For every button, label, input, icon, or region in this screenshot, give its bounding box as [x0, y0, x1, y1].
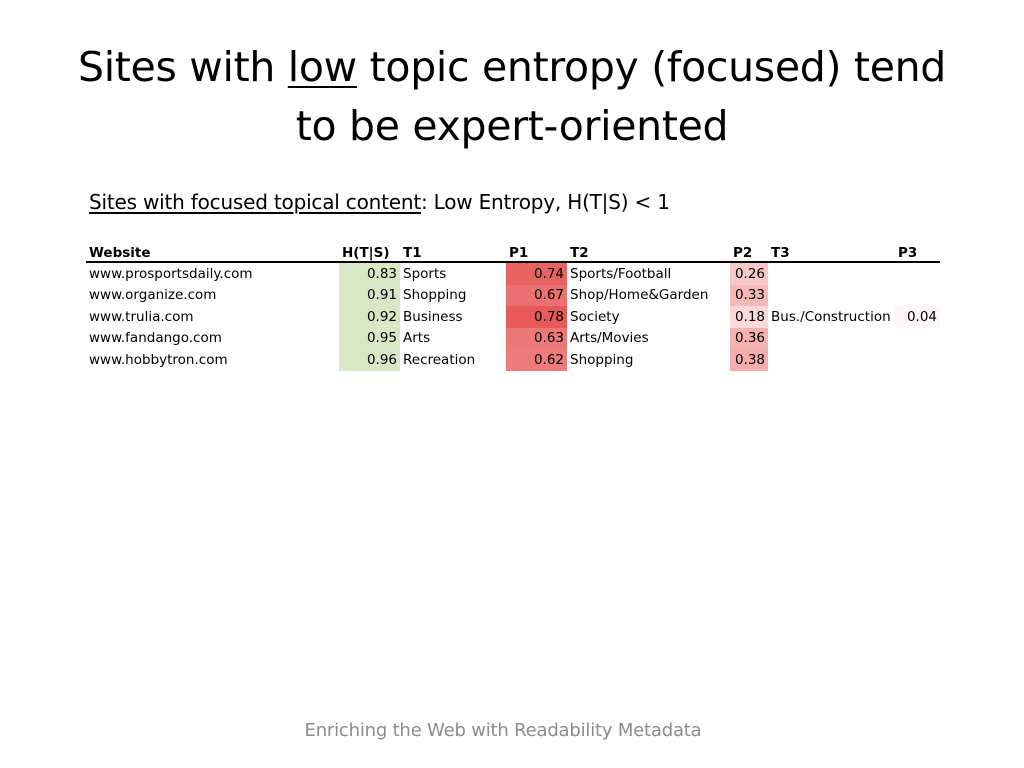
cell-topic-2: Shopping — [570, 351, 634, 368]
cell-topic-1: Recreation — [403, 351, 476, 368]
cell-topic-3: Bus./Construction — [771, 308, 891, 325]
table-header-row: Website H(T|S) T1 P1 T2 P2 T3 P3 — [86, 241, 940, 263]
header-p2: P2 — [730, 241, 768, 263]
cell-prob-3 — [895, 349, 940, 371]
cell-prob-2: 0.38 — [730, 349, 768, 371]
cell-website: www.organize.com — [89, 287, 217, 304]
caption-underlined: Sites with focused topical content — [89, 190, 421, 214]
title-underlined-word: low — [287, 43, 357, 91]
cell-prob-3 — [895, 285, 940, 307]
table-row: www.fandango.com 0.95 Arts 0.63 Arts/Movies 0… — [86, 327, 940, 350]
title-line-2: to be expert-oriented — [295, 102, 729, 150]
slide-footer: Enriching the Web with Readability Metad… — [304, 720, 702, 741]
header-t3: T3 — [768, 241, 895, 263]
cell-prob-2: 0.18 — [730, 306, 768, 328]
title-part-before: Sites with — [77, 43, 288, 91]
cell-topic-2: Society — [570, 308, 620, 325]
cell-topic-1: Sports — [403, 265, 447, 282]
cell-topic-1: Arts — [403, 330, 431, 347]
slide-title: Sites with low topic entropy (focused) t… — [40, 38, 984, 156]
cell-entropy: 0.83 — [339, 262, 400, 285]
cell-prob-3 — [895, 262, 940, 285]
cell-prob-3: 0.04 — [895, 306, 940, 328]
table-row: www.trulia.com 0.92 Business 0.78 Society 0.1… — [86, 306, 940, 328]
table-body: www.prosportsdaily.com 0.83 Sports 0.74 Spor… — [86, 262, 940, 371]
cell-prob-1: 0.78 — [506, 306, 567, 328]
cell-topic-3 — [768, 349, 895, 371]
cell-topic-1: Shopping — [403, 287, 467, 304]
cell-entropy: 0.96 — [339, 349, 400, 371]
cell-topic-3 — [768, 285, 895, 307]
cell-prob-1: 0.67 — [506, 284, 567, 306]
cell-website: www.fandango.com — [89, 330, 222, 347]
cell-website: www.trulia.com — [89, 308, 194, 325]
header-p3: P3 — [895, 241, 940, 263]
cell-topic-3 — [768, 262, 895, 285]
cell-topic-2: Sports/Football — [570, 265, 672, 282]
cell-prob-3 — [895, 328, 940, 350]
table-row: www.hobbytron.com 0.96 Recreation 0.62 Shopp… — [86, 349, 940, 371]
cell-prob-2: 0.33 — [730, 284, 768, 306]
table-row: www.organize.com 0.91 Shopping 0.67 Shop/Hom… — [86, 284, 940, 307]
cell-entropy: 0.91 — [339, 284, 400, 306]
entropy-table: Website H(T|S) T1 P1 T2 P2 T3 P3 www.pro… — [86, 241, 940, 371]
cell-prob-2: 0.36 — [730, 327, 768, 349]
cell-topic-1: Business — [403, 308, 463, 325]
cell-topic-3 — [768, 328, 895, 350]
cell-topic-2: Arts/Movies — [570, 330, 649, 347]
header-p1: P1 — [506, 241, 567, 263]
table-caption: Sites with focused topical content: Low … — [89, 188, 670, 216]
cell-website: www.prosportsdaily.com — [89, 265, 253, 282]
header-t1: T1 — [400, 241, 506, 263]
cell-entropy: 0.95 — [339, 327, 400, 349]
cell-website: www.hobbytron.com — [89, 351, 228, 368]
cell-topic-2: Shop/Home&Garden — [570, 287, 709, 304]
cell-prob-1: 0.74 — [506, 262, 567, 285]
cell-prob-2: 0.26 — [730, 262, 768, 285]
header-website: Website — [86, 241, 339, 263]
title-part-after: topic entropy (focused) tend — [356, 43, 947, 91]
cell-prob-1: 0.62 — [506, 349, 567, 371]
cell-prob-1: 0.63 — [506, 327, 567, 349]
cell-entropy: 0.92 — [339, 306, 400, 328]
table-row: www.prosportsdaily.com 0.83 Sports 0.74 Spor… — [86, 262, 940, 285]
caption-rest: : Low Entropy, H(T|S) < 1 — [420, 190, 670, 214]
header-t2: T2 — [567, 241, 730, 263]
header-entropy: H(T|S) — [339, 241, 400, 263]
